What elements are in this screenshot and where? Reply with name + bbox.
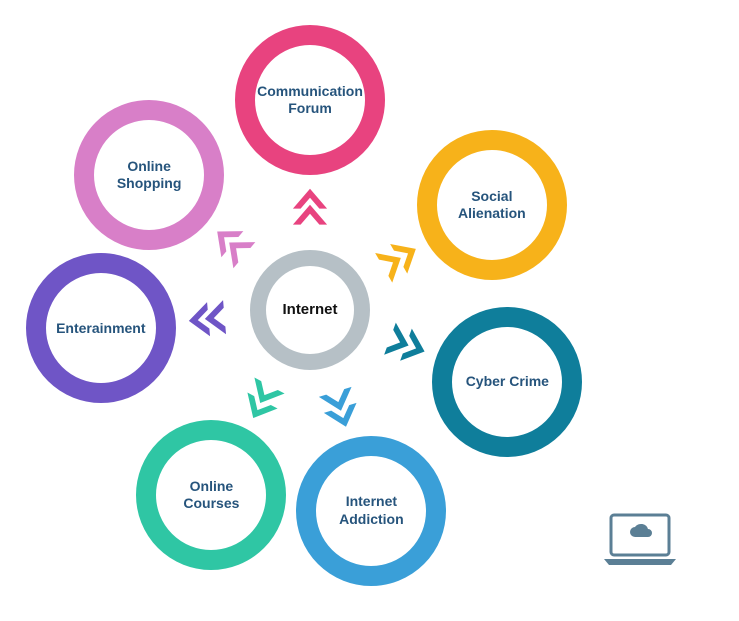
node-social-alienation: Social Alienation <box>417 130 567 280</box>
node-label-online-shopping: Online Shopping <box>117 158 182 193</box>
node-label-social-alienation: Social Alienation <box>458 188 526 223</box>
node-label-communication-forum: Communication Forum <box>257 83 363 118</box>
node-internet-addiction: Internet Addiction <box>296 436 446 586</box>
node-online-shopping: Online Shopping <box>74 100 224 250</box>
laptop-icon <box>601 511 679 574</box>
node-cyber-crime: Cyber Crime <box>432 307 582 457</box>
center-node: Internet <box>250 250 370 370</box>
node-entertainment: Enterainment <box>26 253 176 403</box>
node-label-cyber-crime: Cyber Crime <box>466 373 549 391</box>
center-label: Internet <box>282 301 337 320</box>
node-communication-forum: Communication Forum <box>235 25 385 175</box>
node-online-courses: Online Courses <box>136 420 286 570</box>
node-label-online-courses: Online Courses <box>183 478 239 513</box>
node-label-entertainment: Enterainment <box>56 320 145 338</box>
diagram-stage: Internet Communication Forum Social Alien… <box>0 0 739 621</box>
node-label-internet-addiction: Internet Addiction <box>339 493 404 528</box>
